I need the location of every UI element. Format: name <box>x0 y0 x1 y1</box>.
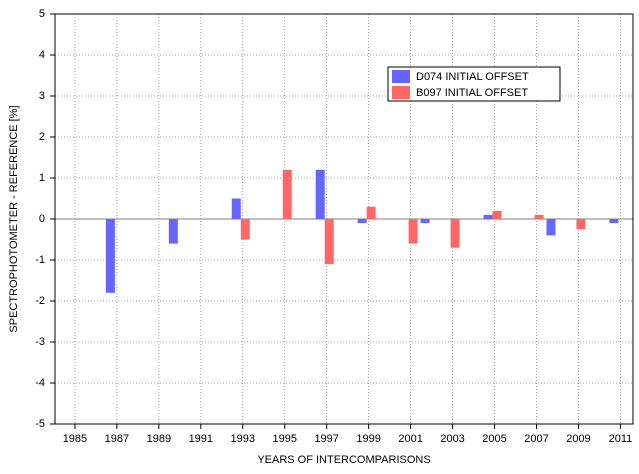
x-tick-label: 2001 <box>398 433 422 445</box>
y-tick-label: 3 <box>39 90 45 102</box>
y-tick-label: 0 <box>39 213 45 225</box>
bar <box>546 219 556 236</box>
x-tick-label: 2003 <box>440 433 464 445</box>
bar <box>420 219 430 224</box>
bar <box>324 219 334 265</box>
y-tick-label: -4 <box>35 377 45 389</box>
bar <box>168 219 178 244</box>
legend-label: D074 INITIAL OFFSET <box>416 71 529 83</box>
bar <box>450 219 460 248</box>
y-axis-label: SPECTROPHOTOMETER - REFERENCE [%] <box>8 105 20 332</box>
bar <box>315 169 325 219</box>
bar <box>105 219 115 293</box>
x-tick-label: 1991 <box>189 433 213 445</box>
bar <box>576 219 586 230</box>
x-tick-label: 2011 <box>609 433 633 445</box>
legend-swatch <box>392 70 410 83</box>
y-tick-label: 2 <box>39 131 45 143</box>
bar <box>408 219 418 244</box>
y-tick-label: 1 <box>39 172 45 184</box>
y-tick-label: -2 <box>35 295 45 307</box>
x-tick-label: 1993 <box>231 433 255 445</box>
bar <box>240 219 250 240</box>
legend-label: B097 INITIAL OFFSET <box>416 87 528 99</box>
x-tick-label: 1995 <box>272 433 296 445</box>
x-tick-label: 2007 <box>524 433 548 445</box>
legend-box <box>387 66 561 102</box>
y-tick-label: -3 <box>35 336 45 348</box>
bar <box>609 219 619 224</box>
y-tick-label: -5 <box>35 418 45 430</box>
x-tick-label: 1989 <box>147 433 171 445</box>
bar <box>357 219 367 224</box>
bar <box>366 206 376 219</box>
y-tick-label: 4 <box>39 49 45 61</box>
x-tick-label: 1999 <box>356 433 380 445</box>
y-tick-label: -1 <box>35 254 45 266</box>
legend-swatch <box>392 86 410 99</box>
bar <box>534 214 544 219</box>
x-tick-label: 1987 <box>105 433 129 445</box>
bar <box>231 198 241 219</box>
x-tick-label: 2005 <box>482 433 506 445</box>
bar <box>483 214 493 219</box>
bar <box>282 169 292 219</box>
x-tick-label: 1997 <box>314 433 338 445</box>
x-tick-label: 2009 <box>566 433 590 445</box>
bar <box>492 210 502 219</box>
y-tick-label: 5 <box>39 8 45 20</box>
plot-frame <box>54 13 634 425</box>
x-axis-label: YEARS OF INTERCOMPARISONS <box>257 454 430 466</box>
x-tick-label: 1985 <box>63 433 87 445</box>
